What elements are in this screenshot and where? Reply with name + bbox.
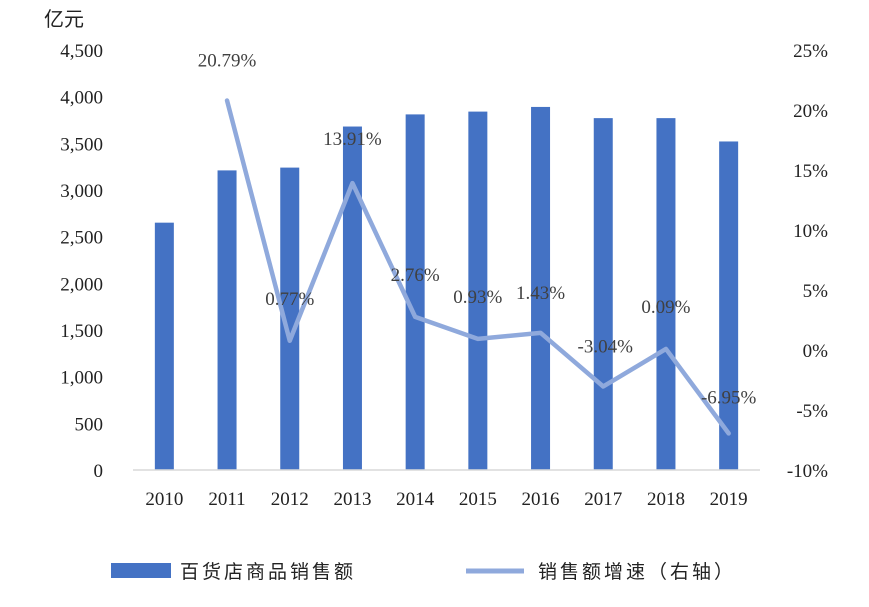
x-axis-tick-label: 2013: [333, 489, 371, 510]
x-axis-tick-label: 2016: [522, 489, 560, 510]
x-axis-tick-label: 2019: [710, 489, 748, 510]
bar-2017: [593, 118, 613, 470]
bar-2011: [217, 170, 237, 470]
left-axis-tick-label: 4,500: [60, 41, 103, 62]
left-axis-tick-label: 2,000: [60, 274, 103, 295]
right-axis-tick-label: 20%: [793, 101, 828, 122]
x-axis-tick-label: 2017: [584, 489, 622, 510]
right-axis-tick-label: 0%: [803, 341, 829, 362]
line-series: [224, 98, 731, 436]
bar-2012: [280, 167, 300, 470]
left-axis-tick-label: 3,500: [60, 134, 103, 155]
right-axis-tick-label: -10%: [787, 461, 828, 482]
left-axis-tick-label: 4,000: [60, 88, 103, 109]
bar-2016: [531, 106, 551, 470]
legend-swatch-bars: [111, 563, 171, 578]
growth-data-label: -6.95%: [701, 387, 757, 408]
x-axis-tick-label: 2014: [396, 489, 435, 510]
x-axis-tick-label: 2012: [271, 489, 309, 510]
right-axis-tick-label: -5%: [796, 401, 828, 422]
left-axis-tick-label: 2,500: [60, 228, 103, 249]
left-axis-tick-label: 0: [94, 461, 104, 482]
right-axis-tick-label: 5%: [803, 281, 829, 302]
legend-label-line: 销售额增速（右轴）: [538, 561, 736, 583]
bar-2015: [468, 111, 488, 470]
bar-2014: [405, 114, 425, 471]
x-axis-tick-label: 2010: [145, 489, 183, 510]
x-axis-tick-label: 2015: [459, 489, 497, 510]
growth-line: [224, 98, 731, 436]
growth-data-label: 0.93%: [453, 287, 502, 308]
legend: 百货店商品销售额 销售额增速（右轴）: [111, 561, 736, 583]
growth-data-label: -3.04%: [578, 336, 634, 357]
growth-data-label: 1.43%: [516, 283, 565, 304]
left-axis-unit-label: 亿元: [44, 7, 84, 31]
legend-label-bars: 百货店商品销售额: [180, 561, 356, 583]
left-axis-ticks: 0 500 1,000 1,500 2,000 2,500 3,000 3,500 4,000 4…: [60, 41, 103, 482]
left-axis-tick-label: 1,000: [60, 368, 103, 389]
right-axis-ticks: -10% -5% 0% 5% 10% 15% 20% 25%: [787, 41, 828, 482]
bar-2010: [154, 222, 174, 470]
left-axis-tick-label: 3,000: [60, 181, 103, 202]
growth-data-label: 0.77%: [265, 289, 314, 310]
right-axis-tick-label: 15%: [793, 161, 828, 182]
line-data-labels: 20.79% 0.77% 13.91% 2.76% 0.93% 1.43% -3.04% 0.…: [198, 51, 757, 409]
x-axis-tick-label: 2011: [208, 489, 245, 510]
growth-data-label: 0.09%: [641, 297, 690, 318]
x-axis-tick-label: 2018: [647, 489, 685, 510]
growth-data-label: 2.76%: [391, 265, 440, 286]
bar-2018: [656, 118, 676, 470]
left-axis-tick-label: 1,500: [60, 321, 103, 342]
right-axis-tick-label: 10%: [793, 221, 828, 242]
left-axis-tick-label: 500: [75, 414, 104, 435]
bar-2013: [342, 126, 362, 471]
growth-data-label: 20.79%: [198, 51, 257, 72]
growth-data-label: 13.91%: [323, 129, 382, 150]
x-axis-ticks: 2010 2011 2012 2013 2014 2015 2016 2017 2018 2019: [145, 489, 747, 510]
bar-2019: [719, 141, 739, 470]
right-axis-tick-label: 25%: [793, 41, 828, 62]
